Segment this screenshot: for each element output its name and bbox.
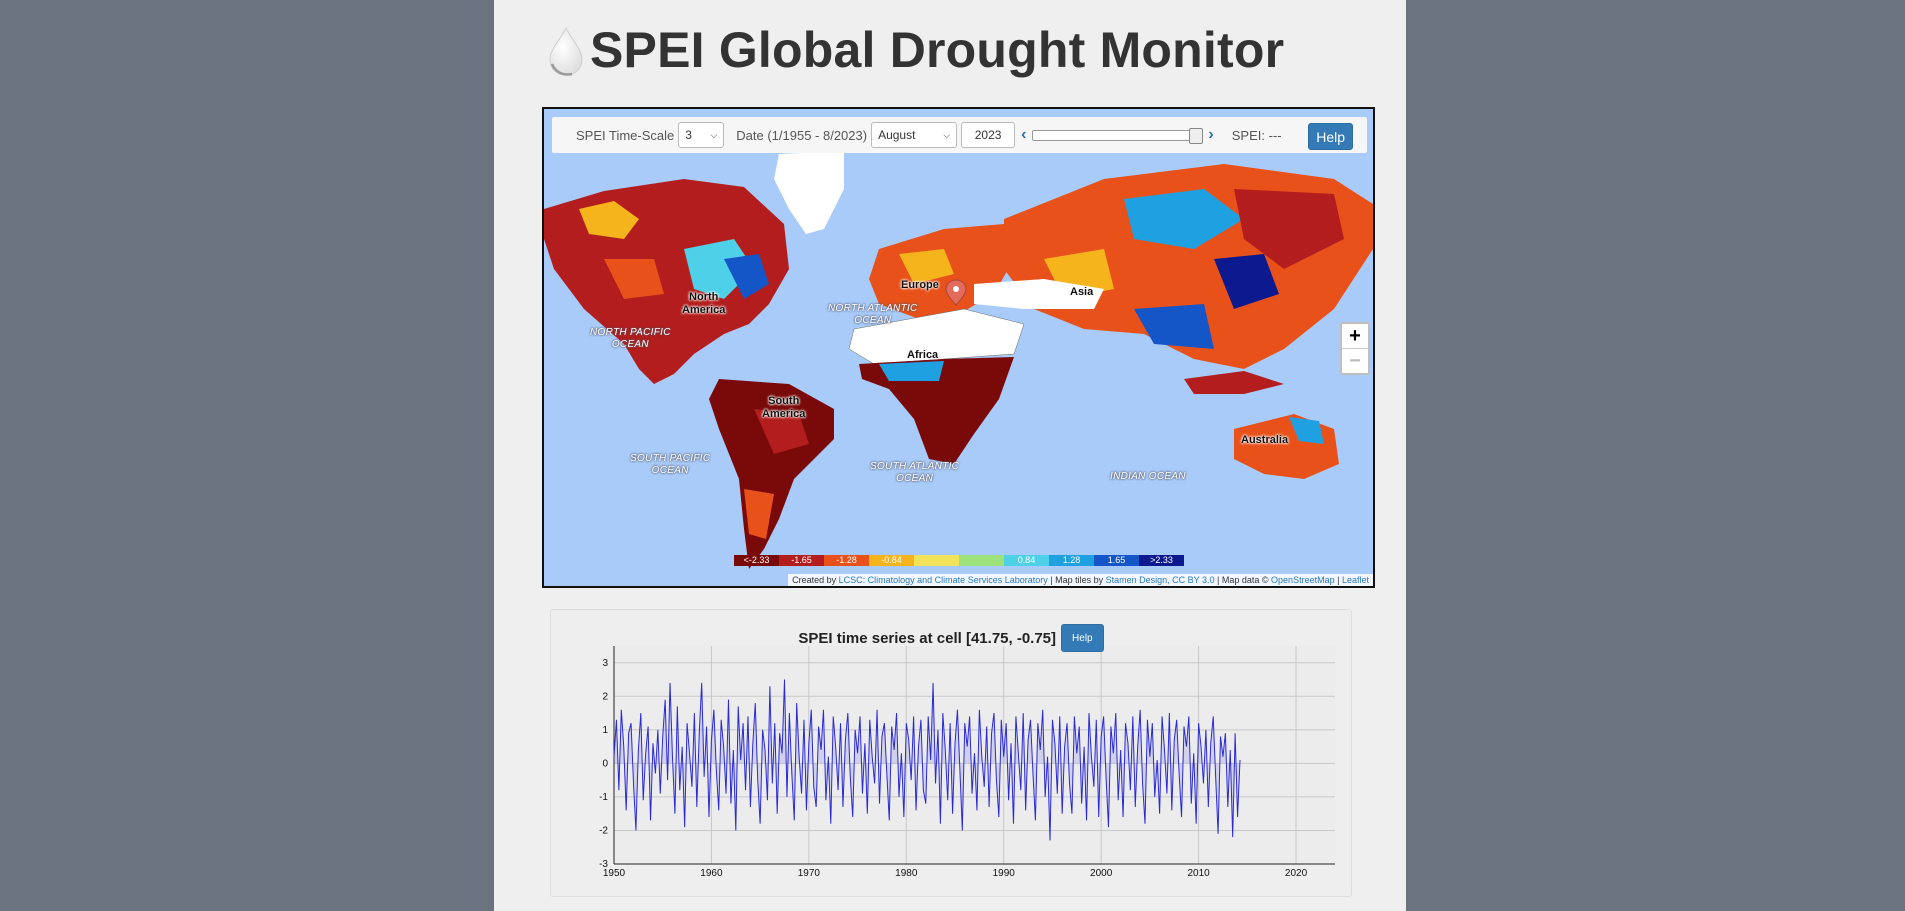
timescale-select[interactable]: 3 ⌵ bbox=[678, 122, 725, 148]
month-select[interactable]: August ⌵ bbox=[871, 122, 958, 148]
australia-wet-zone bbox=[1289, 417, 1324, 444]
year-input[interactable]: 2023 bbox=[961, 122, 1016, 148]
map-legend: <-2.33 -1.65 -1.28 -0.84 0.84 1.28 1.65 >2.33 bbox=[734, 555, 1184, 566]
asia-wet-zone bbox=[1124, 189, 1244, 249]
label-south-atlantic: SOUTH ATLANTIC OCEAN bbox=[870, 461, 960, 484]
label-north-america: North America bbox=[682, 291, 726, 316]
zoom-out-button[interactable]: − bbox=[1342, 348, 1368, 373]
map-canvas[interactable] bbox=[544, 109, 1373, 586]
label-south-pacific: SOUTH PACIFIC OCEAN bbox=[630, 453, 711, 476]
legend-bin-2: -1.28 bbox=[824, 555, 869, 566]
legend-bin-6: 0.84 bbox=[1004, 555, 1049, 566]
x-tick-label: 1970 bbox=[798, 868, 821, 879]
x-tick-label: 2000 bbox=[1090, 868, 1113, 879]
timeseries-help-button[interactable]: Help bbox=[1061, 624, 1104, 652]
attribution-created-by: Created by bbox=[792, 575, 837, 585]
africa-land bbox=[859, 357, 1014, 464]
date-label: Date (1/1955 - 8/2023) bbox=[736, 127, 868, 143]
label-indian-ocean: INDIAN OCEAN bbox=[1110, 471, 1186, 482]
drought-map[interactable]: SPEI Time-Scale 3 ⌵ Date (1/1955 - 8/202… bbox=[542, 107, 1375, 588]
y-tick-label: -1 bbox=[599, 792, 608, 803]
y-tick-label: -2 bbox=[599, 825, 608, 836]
date-slider[interactable] bbox=[1032, 127, 1204, 144]
map-help-button[interactable]: Help bbox=[1308, 123, 1353, 150]
page-title: SPEI Global Drought Monitor bbox=[590, 22, 1285, 78]
page-container: SPEI Global Drought Monitor bbox=[494, 0, 1406, 911]
month-value: August bbox=[878, 128, 916, 142]
label-australia: Australia bbox=[1241, 434, 1289, 446]
legend-bin-0: <-2.33 bbox=[734, 555, 779, 566]
timescale-label: SPEI Time-Scale bbox=[576, 127, 675, 143]
y-tick-label: 2 bbox=[602, 691, 608, 702]
label-asia: Asia bbox=[1070, 286, 1094, 298]
timescale-value: 3 bbox=[685, 128, 692, 142]
greenland bbox=[774, 151, 844, 234]
south-america-moderate-zone bbox=[744, 489, 774, 539]
x-tick-label: 1990 bbox=[993, 868, 1016, 879]
timeseries-header: SPEI time series at cell [41.75, -0.75] … bbox=[551, 624, 1351, 652]
header: SPEI Global Drought Monitor bbox=[546, 18, 1284, 82]
asia-dry-zone bbox=[1234, 189, 1344, 269]
north-america-wet bbox=[579, 201, 639, 239]
label-africa: Africa bbox=[907, 349, 939, 361]
africa-nodata bbox=[848, 308, 1025, 365]
series-line-0 bbox=[613, 679, 1241, 841]
osm-link[interactable]: OpenStreetMap bbox=[1271, 575, 1335, 585]
legend-bin-5 bbox=[959, 555, 1004, 566]
legend-bin-4 bbox=[914, 555, 959, 566]
chevron-down-icon: ⌵ bbox=[710, 129, 718, 140]
map-controls: SPEI Time-Scale 3 ⌵ Date (1/1955 - 8/202… bbox=[552, 117, 1367, 153]
leaflet-link[interactable]: Leaflet bbox=[1341, 575, 1369, 585]
legend-bin-1: -1.65 bbox=[779, 555, 824, 566]
slider-thumb[interactable] bbox=[1189, 127, 1204, 144]
chevron-down-icon: ⌵ bbox=[943, 129, 951, 140]
asia-no-data-zone bbox=[974, 279, 1104, 309]
north-america-very-wet-zone bbox=[724, 254, 769, 299]
chevron-left-icon[interactable]: ‹ bbox=[1021, 126, 1027, 143]
map-pin-icon[interactable] bbox=[945, 279, 967, 306]
water-drop-icon bbox=[549, 26, 583, 76]
y-tick-label: 3 bbox=[602, 658, 608, 669]
x-tick-label: 1980 bbox=[895, 868, 918, 879]
south-america-dry-zone bbox=[754, 409, 809, 454]
timeseries-chart: -3 -2 -1 0 1 2 3 1950 1960 1970 1980 1990 2000 2010 20… bbox=[599, 646, 1335, 879]
label-south-america: South America bbox=[762, 395, 806, 420]
map-attribution: Created by LCSC: Climatology and Climate… bbox=[788, 574, 1373, 586]
timeseries-title: SPEI time series at cell [41.75, -0.75] bbox=[798, 629, 1057, 647]
attribution-mapdata: | Map data © bbox=[1217, 575, 1269, 585]
attribution-tiles: | Map tiles by bbox=[1050, 575, 1104, 585]
y-tick-label: 1 bbox=[602, 725, 608, 736]
y-tick-label: 0 bbox=[602, 758, 608, 769]
label-north-atlantic: NORTH ATLANTIC OCEAN bbox=[828, 303, 918, 326]
timeseries-panel: -3 -2 -1 0 1 2 3 1950 1960 1970 1980 1990 2000 2010 20… bbox=[550, 609, 1352, 897]
africa-wet-zone bbox=[879, 361, 944, 381]
legend-bin-7: 1.28 bbox=[1049, 555, 1094, 566]
legend-bin-3: -0.84 bbox=[869, 555, 914, 566]
europe-mild-zone bbox=[899, 249, 954, 284]
x-tick-label: 2010 bbox=[1187, 868, 1210, 879]
zoom-control: + − bbox=[1340, 322, 1370, 375]
legend-bin-9: >2.33 bbox=[1139, 555, 1184, 566]
spei-readout: SPEI: --- bbox=[1231, 127, 1282, 143]
zoom-in-button[interactable]: + bbox=[1349, 324, 1361, 347]
north-america-moderate-zone bbox=[604, 259, 664, 299]
asia-very-wet-zone bbox=[1134, 304, 1214, 349]
asia-extreme-wet-zone bbox=[1214, 254, 1279, 309]
label-north-pacific: NORTH PACIFIC OCEAN bbox=[590, 327, 671, 350]
chevron-right-icon[interactable]: › bbox=[1208, 126, 1214, 143]
stamen-link[interactable]: Stamen Design, CC BY 3.0 bbox=[1105, 575, 1215, 585]
lcsc-link[interactable]: LCSC: Climatology and Climate Services L… bbox=[838, 575, 1048, 585]
y-tick-label: -3 bbox=[599, 859, 608, 870]
label-europe: Europe bbox=[901, 279, 939, 291]
attribution-separator: | bbox=[1337, 575, 1340, 585]
x-tick-label: 1950 bbox=[603, 868, 626, 879]
legend-bin-8: 1.65 bbox=[1094, 555, 1139, 566]
x-tick-label: 2020 bbox=[1285, 868, 1308, 879]
indonesia-land bbox=[1184, 371, 1284, 394]
x-tick-label: 1960 bbox=[700, 868, 723, 879]
